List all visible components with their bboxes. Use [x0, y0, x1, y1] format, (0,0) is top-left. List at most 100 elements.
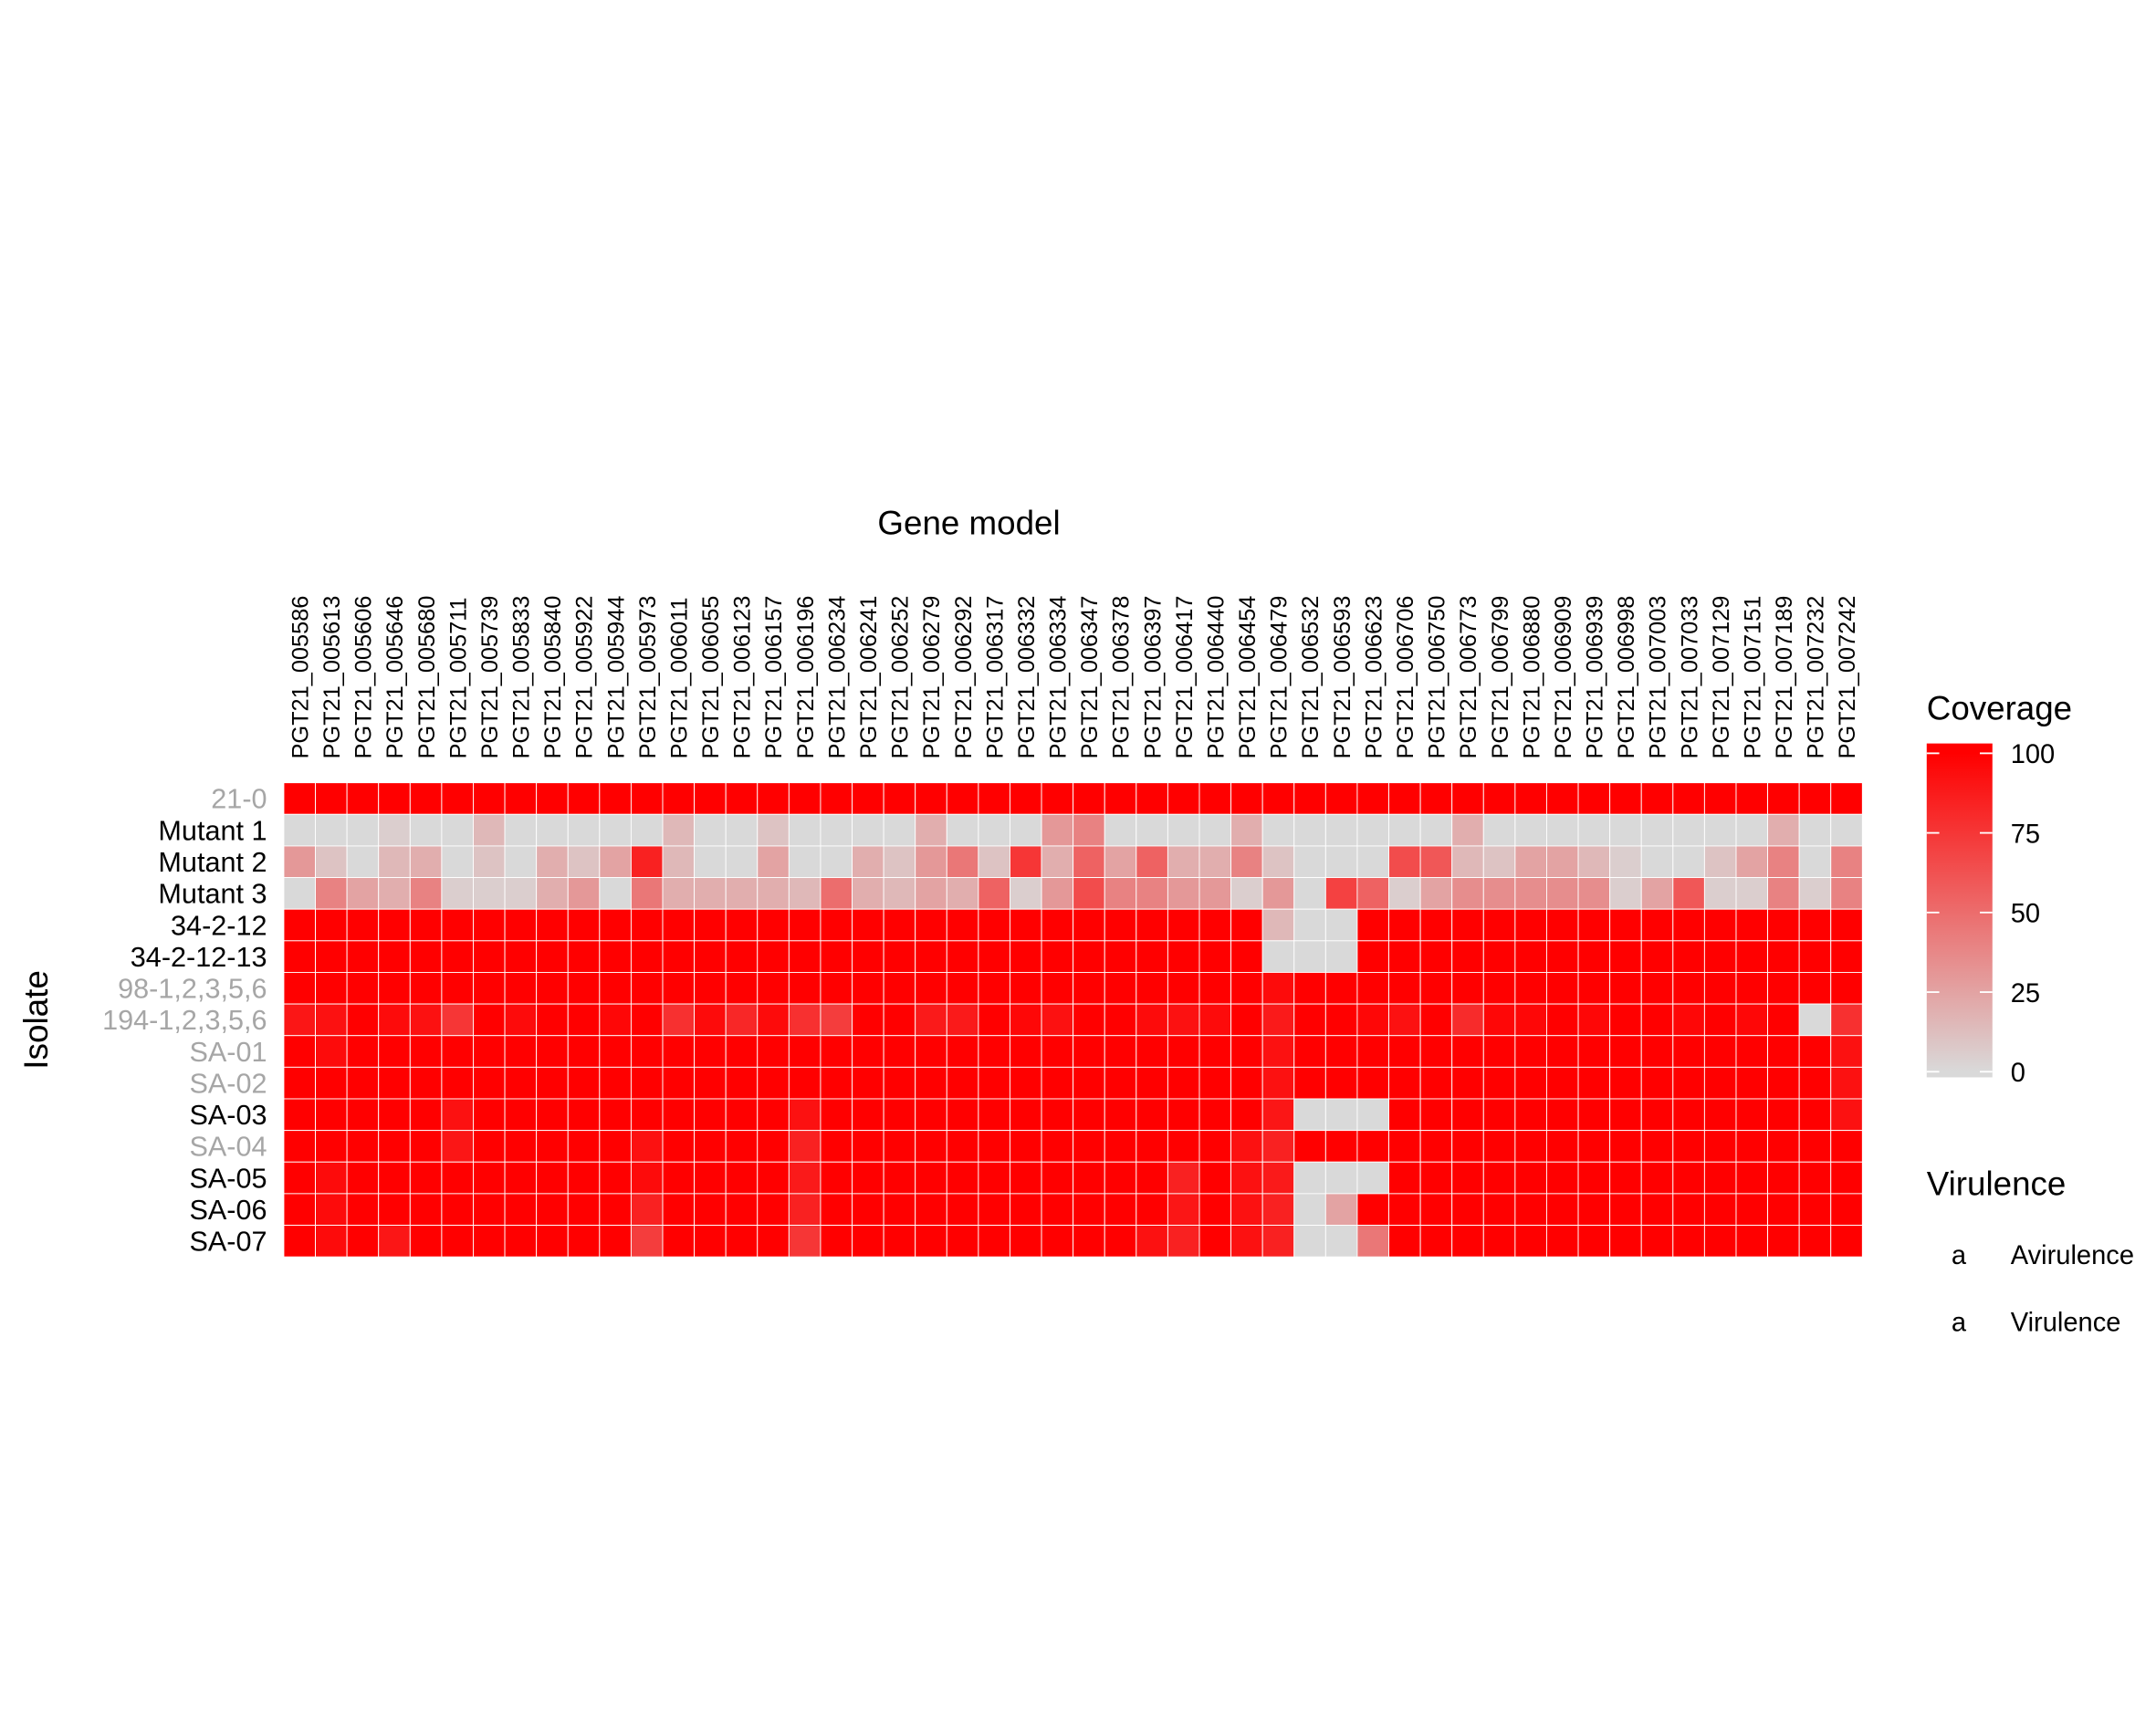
- heatmap-cell: [378, 813, 411, 847]
- heatmap-cell: [441, 1193, 474, 1226]
- heatmap-cell: [725, 908, 759, 942]
- heatmap-cell: [1230, 877, 1263, 910]
- heatmap-cell: [1451, 813, 1484, 847]
- heatmap-cell: [1514, 1161, 1547, 1195]
- heatmap-cell: [1640, 1193, 1674, 1226]
- heatmap-cell: [567, 1193, 601, 1226]
- heatmap-cell: [1419, 1003, 1453, 1037]
- heatmap-cell: [757, 1098, 790, 1132]
- heatmap-cell: [1545, 1193, 1579, 1226]
- heatmap-cell: [1324, 972, 1358, 1005]
- heatmap-cell: [694, 1193, 727, 1226]
- heatmap-cell: [1482, 1098, 1516, 1132]
- heatmap-cell: [1198, 813, 1232, 847]
- heatmap-cell: [378, 782, 411, 815]
- heatmap-cell: [630, 782, 664, 815]
- heatmap-cell: [315, 1035, 348, 1068]
- heatmap-cell: [599, 877, 632, 910]
- heatmap-cell: [1767, 1161, 1800, 1195]
- heatmap-cell: [1609, 1003, 1642, 1037]
- heatmap-cell: [567, 1066, 601, 1100]
- heatmap-cell: [1609, 940, 1642, 973]
- heatmap-cell: [978, 1161, 1010, 1195]
- heatmap-cell: [504, 1225, 538, 1258]
- heatmap-cell: [662, 1003, 696, 1037]
- heatmap-cell: [1703, 1003, 1737, 1037]
- heatmap-cell: [820, 1003, 853, 1037]
- heatmap-cell: [1798, 972, 1832, 1005]
- heatmap-cell: [662, 782, 696, 815]
- column-label: PGT21_005646: [382, 596, 408, 759]
- heatmap-cell: [1798, 813, 1832, 847]
- heatmap-cell: [1198, 1035, 1232, 1068]
- heatmap-cell: [852, 1130, 884, 1163]
- colorbar-tick-label: 100: [2011, 740, 2056, 769]
- heatmap-cell: [820, 1225, 853, 1258]
- heatmap-cell: [1136, 813, 1168, 847]
- heatmap-cell: [1482, 845, 1516, 879]
- heatmap-cell: [946, 845, 979, 879]
- heatmap-cell: [1767, 1035, 1800, 1068]
- heatmap-cell: [1419, 972, 1453, 1005]
- column-label: PGT21_005586: [288, 596, 313, 759]
- heatmap-cell: [1640, 1130, 1674, 1163]
- heatmap-cell: [409, 1035, 443, 1068]
- column-label: PGT21_006234: [824, 596, 850, 759]
- heatmap-cell: [1482, 1066, 1516, 1100]
- heatmap-cell: [441, 813, 474, 847]
- heatmap-cell: [1451, 877, 1484, 910]
- heatmap-cell: [1388, 1193, 1421, 1226]
- heatmap-cell: [1324, 940, 1358, 973]
- heatmap-cell: [1514, 813, 1547, 847]
- heatmap-cell: [504, 1193, 538, 1226]
- heatmap-cell: [378, 940, 411, 973]
- heatmap-cell: [1419, 1066, 1453, 1100]
- heatmap-cell: [536, 782, 569, 815]
- heatmap-cell: [946, 940, 979, 973]
- heatmap-cell: [1830, 908, 1863, 942]
- heatmap-cell: [1640, 1098, 1674, 1132]
- heatmap-cell: [1073, 1098, 1105, 1132]
- heatmap-cell: [1577, 877, 1611, 910]
- heatmap-cell: [1356, 845, 1389, 879]
- heatmap-cell: [536, 813, 569, 847]
- heatmap-cell: [1609, 972, 1642, 1005]
- heatmap-cell: [315, 1098, 348, 1132]
- heatmap-cell: [820, 782, 853, 815]
- heatmap-cell: [1198, 1003, 1232, 1037]
- heatmap-cell: [915, 877, 947, 910]
- heatmap-cell: [1136, 1161, 1168, 1195]
- heatmap-cell: [378, 908, 411, 942]
- row-label: SA-07: [189, 1226, 267, 1258]
- x-axis-title: Gene model: [877, 505, 1060, 542]
- heatmap-cell: [283, 845, 316, 879]
- heatmap-cell: [409, 940, 443, 973]
- heatmap-cell: [1577, 845, 1611, 879]
- heatmap-cell: [978, 845, 1010, 879]
- heatmap-cell: [1609, 1035, 1642, 1068]
- heatmap-cell: [1324, 845, 1358, 879]
- heatmap-cell: [915, 1193, 947, 1226]
- heatmap-cell: [1640, 813, 1674, 847]
- heatmap-cell: [536, 877, 569, 910]
- heatmap-cell: [788, 1130, 822, 1163]
- heatmap-cell: [441, 845, 474, 879]
- heatmap-cell: [1482, 782, 1516, 815]
- column-label: PGT21_006241: [856, 596, 882, 759]
- column-label: PGT21_007003: [1646, 596, 1671, 759]
- heatmap-cell: [1010, 1130, 1042, 1163]
- row-label: 34-2-12-13: [131, 941, 267, 973]
- heatmap-cell: [883, 940, 916, 973]
- heatmap-cell: [504, 1066, 538, 1100]
- heatmap-cell: [315, 940, 348, 973]
- heatmap-cell: [630, 845, 664, 879]
- heatmap-cell: [1230, 1130, 1263, 1163]
- heatmap-cell: [1672, 1098, 1705, 1132]
- heatmap-cell: [1767, 1066, 1800, 1100]
- heatmap-cell: [883, 1130, 916, 1163]
- heatmap-cell: [694, 782, 727, 815]
- heatmap-cell: [1136, 940, 1168, 973]
- heatmap-cell: [1261, 1035, 1295, 1068]
- heatmap-cell: [441, 940, 474, 973]
- heatmap-cell: [1514, 908, 1547, 942]
